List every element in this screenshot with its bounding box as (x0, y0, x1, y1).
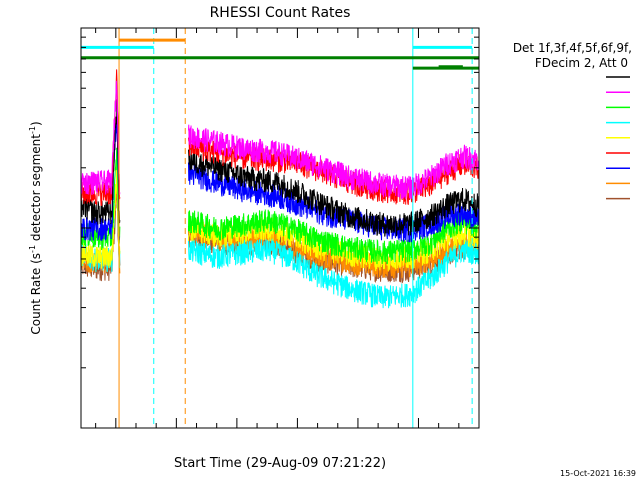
y-axis-label-superscript: -1 (28, 245, 37, 253)
legend-header-line: FDecim 2, Att 0 (535, 56, 628, 70)
y-axis-label-part: detector segment (29, 134, 43, 245)
y-axis-label-part: Count Rate (s (29, 253, 43, 335)
chart-title: RHESSI Count Rates (210, 5, 351, 21)
y-axis-label-superscript: -1 (28, 126, 37, 134)
legend-header-line: Det 1f,3f,4f,5f,6f,9f, (513, 41, 632, 55)
y-axis-label-part: ) (29, 121, 43, 126)
y-axis-label: Count Rate (s-1 detector segment-1) (28, 121, 43, 334)
x-axis-label: Start Time (29-Aug-09 07:21:22) (174, 456, 386, 471)
footer-timestamp: 15-Oct-2021 16:39 (560, 469, 636, 478)
